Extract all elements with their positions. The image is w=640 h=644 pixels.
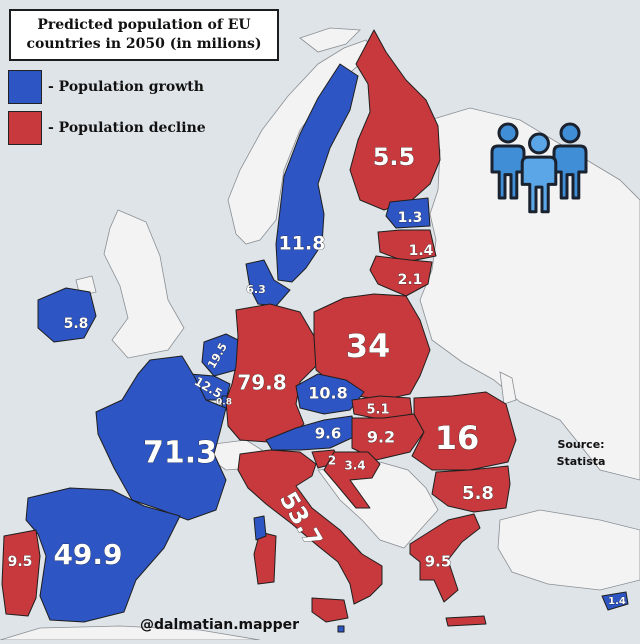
value-label-slovakia: 5.1 (366, 403, 389, 418)
source-note: Source: Statista (549, 436, 613, 470)
country-croatia (323, 451, 381, 509)
value-label-romania: 16 (435, 419, 480, 457)
value-label-czechia: 10.8 (308, 384, 347, 403)
value-label-germany: 79.8 (237, 371, 286, 395)
person-body (520, 155, 558, 214)
map-title: Predicted population of EU countries in … (9, 9, 279, 61)
country-italy (237, 449, 383, 605)
title-line-2: countries in 2050 (in milions) (26, 36, 262, 52)
value-label-greece: 9.5 (425, 553, 452, 571)
value-label-bulgaria: 5.8 (462, 483, 494, 504)
legend-label-growth: - Population growth (48, 79, 204, 95)
country-estonia (385, 197, 431, 229)
eu-countries (1, 29, 629, 633)
country-hungary (351, 413, 425, 461)
value-label-austria: 9.6 (315, 425, 342, 443)
value-label-slovenia: 2 (328, 454, 336, 468)
country-bulgaria (431, 465, 511, 513)
value-label-hungary: 9.2 (367, 428, 395, 447)
country-greece (409, 513, 481, 603)
author-credit: @dalmatian.mapper (140, 617, 300, 633)
country-crete (445, 615, 487, 627)
country-cyprus (601, 591, 629, 611)
value-label-sweden: 11.8 (279, 233, 326, 255)
legend-item-growth: - Population growth (8, 70, 204, 104)
source-label: Source: (557, 438, 605, 451)
value-label-france: 71.3 (143, 436, 217, 471)
person-head (559, 122, 581, 144)
value-label-portugal: 9.5 (8, 554, 33, 570)
land-norway-north (299, 27, 361, 53)
legend-label-decline: - Population decline (48, 120, 206, 136)
country-sardinia (253, 531, 277, 585)
country-france (95, 355, 227, 521)
country-lithuania (369, 255, 433, 297)
person-head (497, 122, 519, 144)
country-ireland (37, 287, 97, 343)
value-label-croatia: 3.4 (344, 459, 365, 473)
value-label-estonia: 1.3 (398, 210, 423, 226)
value-label-luxembourg: 0.8 (216, 398, 232, 408)
land-moldova (499, 371, 517, 405)
value-label-finland: 5.5 (373, 143, 416, 171)
title-line-1: Predicted population of EU (37, 17, 251, 33)
country-latvia (377, 229, 437, 263)
person-head (528, 132, 550, 155)
value-label-latvia: 1.4 (409, 243, 434, 259)
country-sweden (275, 63, 359, 283)
legend-swatch-growth (8, 70, 42, 104)
legend-swatch-decline (8, 111, 42, 145)
country-sicily (311, 597, 349, 623)
country-poland (313, 293, 431, 401)
value-label-cyprus: 1.4 (608, 596, 626, 607)
country-malta (337, 625, 345, 633)
value-label-lithuania: 2.1 (398, 272, 423, 288)
value-label-ireland: 5.8 (64, 316, 89, 332)
country-denmark (245, 259, 291, 307)
source-name: Statista (556, 455, 606, 468)
legend-item-decline: - Population decline (8, 111, 206, 145)
value-label-spain: 49.9 (53, 538, 122, 571)
non-eu-land (0, 27, 640, 641)
land-turkey (497, 509, 640, 591)
person-body (490, 144, 526, 200)
value-label-poland: 34 (346, 327, 391, 365)
country-romania (411, 391, 517, 471)
land-great-britain (103, 209, 185, 359)
country-portugal (1, 529, 41, 617)
people-group-icon (490, 122, 588, 214)
person-body (552, 144, 588, 200)
country-spain (25, 487, 181, 623)
country-corsica (253, 515, 267, 541)
value-label-denmark: 6.3 (246, 283, 266, 296)
